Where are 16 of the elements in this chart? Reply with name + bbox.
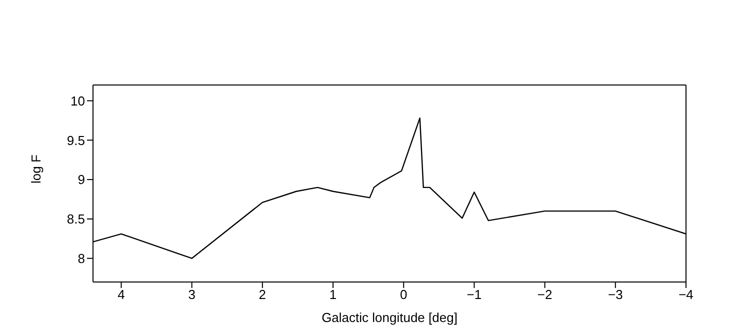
x-tick-label: 4 bbox=[118, 287, 125, 302]
y-tick-label: 9 bbox=[78, 172, 85, 188]
x-tick-label: −2 bbox=[537, 287, 552, 302]
y-tick-label: 10 bbox=[70, 93, 85, 108]
y-axis-title: log F bbox=[28, 154, 44, 184]
x-tick-label: 1 bbox=[329, 287, 337, 302]
x-axis-title: Galactic longitude [deg] bbox=[322, 310, 458, 325]
x-tick-label: 3 bbox=[188, 287, 196, 302]
x-tick-label: −3 bbox=[608, 287, 623, 302]
y-tick-label: 8.5 bbox=[66, 212, 85, 227]
x-tick-label: 2 bbox=[258, 287, 266, 302]
x-tick-label: 0 bbox=[400, 287, 408, 302]
y-tick-label: 9.5 bbox=[66, 132, 85, 148]
x-tick-label: −1 bbox=[466, 287, 482, 302]
x-tick-label: −4 bbox=[678, 287, 694, 302]
y-tick-label: 8 bbox=[78, 250, 85, 266]
